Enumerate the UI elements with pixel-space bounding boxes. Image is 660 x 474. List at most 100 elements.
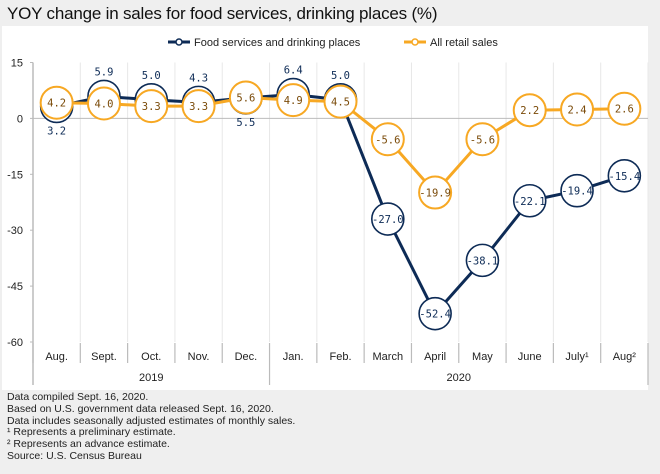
y-tick-label: -30 [7,225,23,237]
y-tick-label: -60 [7,337,23,349]
retail-point: -5.6 [370,122,405,157]
retail-data-label: -19.9 [419,188,451,200]
retail-data-label: 4.9 [284,95,303,107]
food-data-label: 5.9 [94,66,113,78]
chart-title: YOY change in sales for food services, d… [7,4,438,23]
food-point: -19.4 [560,173,594,208]
retail-point-marker [228,80,263,115]
retail-point-marker [276,83,311,118]
retail-data-label: 2.4 [568,104,587,116]
chart-notes: Data compiled Sept. 16, 2020. Based on U… [7,391,296,463]
retail-point-marker [323,84,358,119]
food-data-label: 5.0 [142,70,161,82]
legend-marker [175,38,183,46]
retail-point-marker [607,91,642,126]
food-data-label: 4.3 [189,72,208,84]
retail-data-label: -5.6 [470,134,495,146]
retail-data-label: 2.2 [520,105,539,117]
food-data-label: -15.4 [609,171,641,183]
x-tick-label: June [518,351,542,363]
retail-data-label: 4.5 [331,97,350,109]
food-data-label: -27.0 [372,214,404,226]
year-label: 2020 [447,372,471,384]
retail-point-marker [181,89,216,124]
retail-point: 5.6 [228,80,263,115]
food-point-marker [560,173,594,208]
food-data-label: -19.4 [561,186,593,198]
y-tick-label: 15 [11,58,23,70]
retail-point: 4.0 [86,86,121,121]
y-tick-label: 0 [17,113,23,125]
retail-data-label: -5.6 [375,134,400,146]
retail-point-marker [134,89,169,124]
food-data-label: 5.5 [236,117,255,129]
retail-point: -5.6 [465,122,500,157]
x-tick-label: April [424,351,446,363]
retail-point-marker [418,175,453,210]
axes: 15 0 -15 -30 -45 -60 Aug. Sept. Oct. Nov. Dec. Jan.… [7,58,649,385]
year-label: 2019 [139,372,163,384]
retail-point: 2.2 [512,93,547,128]
y-tick-label: -45 [7,281,23,293]
food-point-marker [418,296,452,331]
food-point-marker [607,158,642,193]
x-tick-label: Sept. [91,351,117,363]
retail-data-label: 3.3 [189,101,208,113]
food-data-label: -52.4 [419,309,451,321]
retail-point: 3.3 [181,89,216,124]
retail-point-marker [86,86,121,121]
retail-point-marker [560,92,595,127]
legend-label: All retail sales [430,37,498,49]
x-tick-label: Oct. [141,351,161,363]
note-footnote-2: ² Represents an advance estimate. [7,438,170,451]
legend-marker [411,38,419,46]
retail-data-label: 5.6 [236,93,255,105]
retail-data-label: 3.3 [142,101,161,113]
note-based-on: Based on U.S. government data released S… [7,402,274,415]
retail-point-marker [370,122,405,157]
food-point-marker [371,202,405,236]
food-point: -52.4 [418,296,452,331]
note-footnote-1: ¹ Represents a preliminary estimate. [7,426,176,439]
note-source: Source: U.S. Census Bureau [7,449,142,462]
food-data-label: 6.4 [284,65,303,77]
food-point-marker [465,243,500,278]
legend-item: Food services and drinking places [168,37,361,49]
x-tick-label: Aug² [613,351,637,363]
food-data-label: -22.1 [514,196,546,208]
legend-item: All retail sales [404,37,498,49]
food-point-marker [512,183,547,218]
food-data-label: 3.2 [47,125,66,137]
food-data-label: -38.1 [467,255,499,267]
retail-data-label: 2.6 [615,104,634,116]
retail-point: 2.4 [560,92,595,127]
x-tick-label: Dec. [235,351,258,363]
x-tick-label: May [472,351,493,363]
food-point: -22.1 [512,183,547,218]
legend: Food services and drinking places All ret… [168,37,498,49]
retail-point: 3.3 [134,89,169,124]
x-tick-label: Feb. [329,351,351,363]
retail-point: 4.2 [39,85,74,120]
retail-point: 4.5 [323,84,358,119]
retail-data-label: 4.2 [47,98,66,110]
note-compiled: Data compiled Sept. 16, 2020. [7,391,149,403]
retail-point-marker [512,93,547,128]
x-tick-label: March [373,351,404,363]
food-point: -15.4 [607,158,642,193]
x-tick-label: July¹ [565,351,589,363]
legend-label: Food services and drinking places [194,37,361,49]
retail-point: -19.9 [418,175,453,210]
y-tick-label: -15 [7,169,23,181]
food-point: -27.0 [371,202,405,236]
retail-point-marker [465,122,500,157]
series-layer: 3.2 5.9 5.0 4.3 5.5 6.4 5.0 -27.0 -52.4 -38.1 -22.… [39,65,642,331]
x-tick-label: Jan. [283,351,304,363]
retail-point: 2.6 [607,91,642,126]
x-tick-label: Nov. [188,351,210,363]
food-point: -38.1 [465,243,500,278]
retail-data-label: 4.0 [94,98,113,110]
note-seasonal: Data includes seasonally adjusted estima… [7,414,296,427]
retail-point: 4.9 [276,83,311,118]
